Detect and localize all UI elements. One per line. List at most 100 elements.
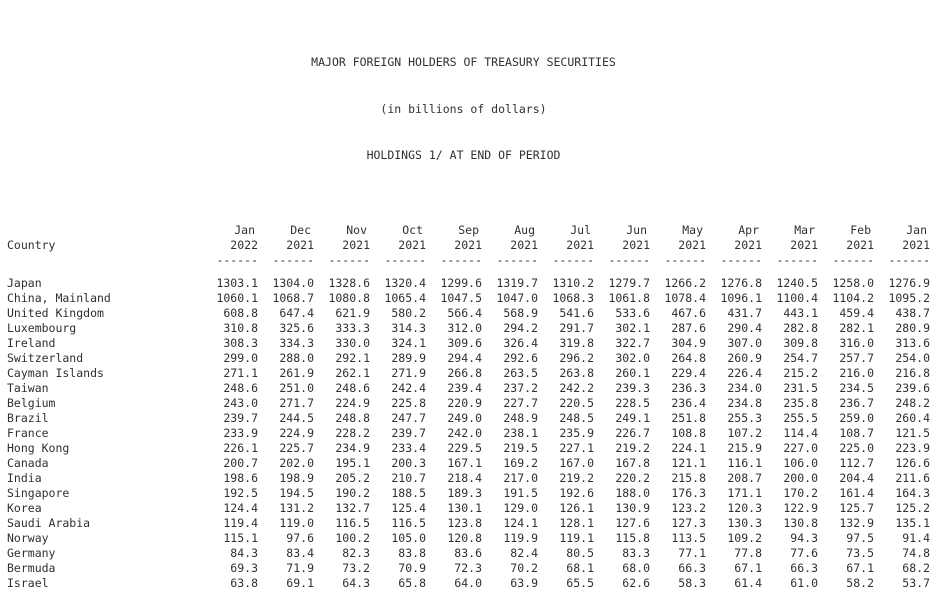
holding-value: 66.3 xyxy=(790,560,818,575)
holding-value: 226.7 xyxy=(615,425,650,440)
holding-value: 205.2 xyxy=(335,470,370,485)
column-year-label: 2021 xyxy=(510,237,538,252)
column-year-label: 2021 xyxy=(622,237,650,252)
holding-value: 1276.8 xyxy=(720,275,762,290)
holding-value: 1100.4 xyxy=(776,290,818,305)
holding-value: 169.2 xyxy=(503,455,538,470)
holding-value: 237.2 xyxy=(503,380,538,395)
holding-value: 568.9 xyxy=(503,305,538,320)
holding-value: 239.7 xyxy=(391,425,426,440)
table-row: Germany 84.3 83.4 82.3 83.8 83.6 82.4 80.5 83.3 7… xyxy=(7,546,940,561)
holding-value: 164.3 xyxy=(895,485,930,500)
country-name: Cayman Islands xyxy=(7,365,104,380)
holding-value: 114.4 xyxy=(783,425,818,440)
column-underline: ------ xyxy=(496,252,538,267)
holding-value: 167.8 xyxy=(615,455,650,470)
column-month-label: Jan xyxy=(234,222,255,237)
holding-value: 94.3 xyxy=(790,530,818,545)
holding-value: 292.6 xyxy=(503,350,538,365)
country-name: Korea xyxy=(7,500,42,515)
holding-value: 167.0 xyxy=(559,455,594,470)
holding-value: 438.7 xyxy=(895,305,930,320)
holding-value: 326.4 xyxy=(503,335,538,350)
holding-value: 325.6 xyxy=(279,320,314,335)
holding-value: 238.1 xyxy=(503,425,538,440)
holding-value: 66.3 xyxy=(678,560,706,575)
holding-value: 257.7 xyxy=(839,350,874,365)
holding-value: 1279.7 xyxy=(608,275,650,290)
holding-value: 122.9 xyxy=(783,500,818,515)
holding-value: 229.4 xyxy=(671,365,706,380)
holding-value: 167.1 xyxy=(447,455,482,470)
holding-value: 188.0 xyxy=(615,485,650,500)
holding-value: 226.1 xyxy=(223,440,258,455)
holding-value: 235.8 xyxy=(783,395,818,410)
holding-value: 1068.7 xyxy=(272,290,314,305)
holding-value: 216.8 xyxy=(895,365,930,380)
holding-value: 135.1 xyxy=(895,515,930,530)
holding-value: 77.1 xyxy=(678,545,706,560)
holding-value: 63.9 xyxy=(510,575,538,590)
table-row: Luxembourg 310.8 325.6 333.3 314.3 312.0 294.2… xyxy=(7,321,940,336)
holding-value: 68.0 xyxy=(622,560,650,575)
header-year-row: Country 2022 2021 2021 2021 2021 2021 2021 2021 2… xyxy=(7,238,940,253)
country-name: Luxembourg xyxy=(7,320,77,335)
column-month-label: Jul xyxy=(570,222,591,237)
holding-value: 319.8 xyxy=(559,335,594,350)
holding-value: 112.7 xyxy=(839,455,874,470)
holding-value: 74.8 xyxy=(902,545,930,560)
holding-value: 217.0 xyxy=(503,470,538,485)
holding-value: 62.6 xyxy=(622,575,650,590)
holding-value: 647.4 xyxy=(279,305,314,320)
holding-value: 299.0 xyxy=(223,350,258,365)
holding-value: 83.4 xyxy=(286,545,314,560)
holding-value: 132.9 xyxy=(839,515,874,530)
table-row: India 198.6 198.9 205.2 210.7 218.4 217.0 219.2… xyxy=(7,471,940,486)
table-row: Singapore 192.5 194.5 190.2 188.5 189.3 191.5 1… xyxy=(7,486,940,501)
holding-value: 125.7 xyxy=(839,500,874,515)
holding-value: 1310.2 xyxy=(552,275,594,290)
table-row: Taiwan 248.6 251.0 248.6 242.4 239.4 237.2 242.… xyxy=(7,381,940,396)
holding-value: 263.8 xyxy=(559,365,594,380)
holding-value: 210.7 xyxy=(391,470,426,485)
column-underline: ------ xyxy=(272,252,314,267)
holding-value: 289.9 xyxy=(391,350,426,365)
holding-value: 63.8 xyxy=(230,575,258,590)
holding-value: 1320.4 xyxy=(384,275,426,290)
country-name: Belgium xyxy=(7,395,56,410)
holding-value: 220.5 xyxy=(559,395,594,410)
holding-value: 302.1 xyxy=(615,320,650,335)
holding-value: 220.2 xyxy=(615,470,650,485)
column-underline: ------ xyxy=(328,252,370,267)
column-month-label: Nov xyxy=(346,222,367,237)
holding-value: 84.3 xyxy=(230,545,258,560)
holding-value: 292.1 xyxy=(335,350,370,365)
country-name: Bermuda xyxy=(7,560,56,575)
holding-value: 239.7 xyxy=(223,410,258,425)
holding-value: 288.0 xyxy=(279,350,314,365)
holding-value: 260.9 xyxy=(727,350,762,365)
holding-value: 220.9 xyxy=(447,395,482,410)
holding-value: 68.2 xyxy=(902,560,930,575)
table-row: Hong Kong 226.1 225.7 234.9 233.4 229.5 219.5 2… xyxy=(7,441,940,456)
holding-value: 124.1 xyxy=(503,515,538,530)
holding-value: 106.0 xyxy=(783,455,818,470)
holding-value: 287.6 xyxy=(671,320,706,335)
holding-value: 533.6 xyxy=(615,305,650,320)
holding-value: 115.1 xyxy=(223,530,258,545)
holding-value: 314.3 xyxy=(391,320,426,335)
holding-value: 290.4 xyxy=(727,320,762,335)
holding-value: 208.7 xyxy=(727,470,762,485)
column-underline: ------ xyxy=(440,252,482,267)
column-underline: ------ xyxy=(776,252,818,267)
report-units-subtitle: (in billions of dollars) xyxy=(380,101,547,116)
holding-value: 1047.5 xyxy=(440,290,482,305)
holding-value: 68.1 xyxy=(566,560,594,575)
holding-value: 120.3 xyxy=(727,500,762,515)
holding-value: 198.6 xyxy=(223,470,258,485)
holding-value: 251.8 xyxy=(671,410,706,425)
holding-value: 310.8 xyxy=(223,320,258,335)
table-row: China, Mainland 1060.1 1068.7 1080.8 1065.4 1… xyxy=(7,291,940,306)
holding-value: 316.0 xyxy=(839,335,874,350)
holding-value: 271.9 xyxy=(391,365,426,380)
